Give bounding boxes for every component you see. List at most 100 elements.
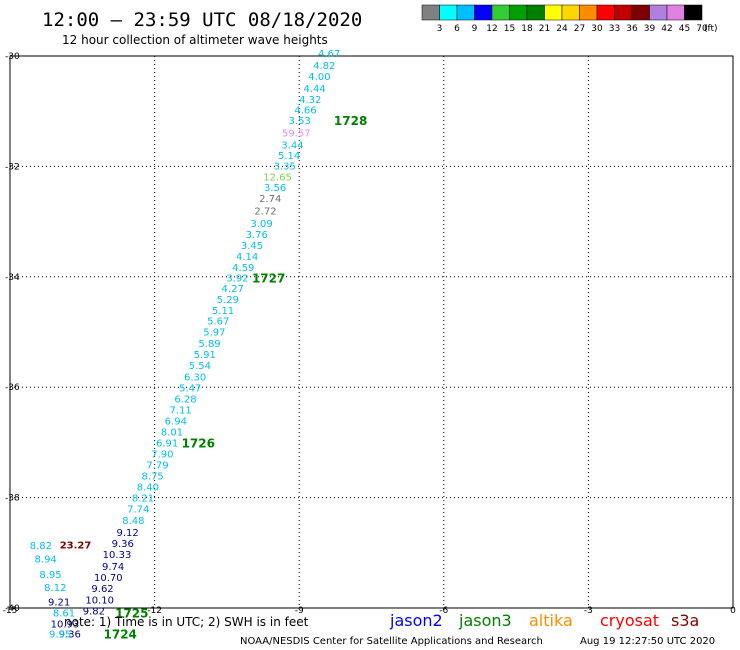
y-tick-label: -38: [5, 494, 20, 504]
data-point: 9.95: [49, 629, 71, 640]
data-point: 7.74: [127, 505, 149, 516]
data-point: 8.12: [44, 583, 66, 594]
legend-bin-label: 70: [696, 24, 708, 34]
color-legend: 3 6 9 12 15 18 21 24 27 30 33 36 39 42 45 70(ft): [421, 4, 718, 34]
x-tick-label: -12: [147, 606, 162, 616]
data-point: 2.74: [259, 194, 281, 205]
data-point: 9.62: [91, 584, 113, 595]
data-point: 8.21: [132, 494, 154, 505]
data-point: 4.27: [222, 284, 244, 295]
data-point: 6.91: [156, 439, 178, 450]
legend-bin-label: 27: [574, 24, 585, 34]
data-point: 8.95: [39, 570, 61, 581]
data-point: 12.65: [263, 172, 292, 183]
data-point: 6.94: [165, 416, 187, 427]
data-point: 5.97: [203, 328, 225, 339]
satellite-cryosat: cryosat: [600, 611, 659, 630]
data-point: 9.82: [83, 606, 105, 617]
data-point: 8.61: [53, 609, 75, 620]
legend-bin-label: 33: [609, 24, 620, 34]
data-point: 3.45: [241, 241, 263, 252]
data-point: 8.01: [161, 427, 183, 438]
data-point: 4.00: [308, 72, 330, 83]
data-point: 6.30: [184, 372, 206, 383]
data-point: 3.35: [274, 161, 296, 172]
data-point: 8.40: [137, 483, 159, 494]
legend-swatch: [561, 4, 580, 21]
y-tick-label: -30: [5, 52, 20, 62]
data-point: 3.92: [226, 273, 248, 284]
legend-swatch: [649, 4, 668, 21]
legend-bin-label: 18: [521, 24, 533, 34]
data-point: 3.44: [281, 140, 303, 151]
plot-frame: [9, 55, 734, 609]
chart-subtitle: 12 hour collection of altimeter wave hei…: [62, 33, 328, 47]
x-tick-label: -9: [295, 606, 304, 616]
data-point: 9.36: [59, 629, 81, 640]
data-point: 9.12: [116, 528, 138, 539]
chart-title: 12:00 – 23:59 UTC 08/18/2020: [42, 9, 362, 31]
legend-bin-label: 30: [591, 24, 603, 34]
y-tick-label: -40: [5, 604, 20, 614]
data-point: 8.48: [122, 516, 144, 527]
axis-ticks: -15 -12 -9 -6 -3 0-30-32-34-36-38-40: [3, 52, 736, 616]
data-point: 7.11: [169, 405, 191, 416]
pass-labels: 1728 1727 1726 1725 1724: [104, 114, 368, 641]
legend-bin-label: 9: [472, 24, 478, 34]
data-point: 5.54: [189, 361, 211, 372]
pass-label: 1725: [115, 607, 148, 621]
legend-swatch: [544, 4, 563, 21]
satellite-jason3: jason3: [458, 611, 512, 630]
data-point: 9.21: [48, 597, 70, 608]
data-point: 4.32: [299, 95, 321, 106]
pass-label: 1726: [182, 437, 215, 451]
data-point: 5.89: [198, 339, 220, 350]
x-tick-label: -6: [439, 606, 448, 616]
data-point: 59.57: [282, 128, 311, 139]
legend-swatch: [474, 4, 493, 21]
data-point: 5.47: [179, 383, 201, 394]
data-point: 9.74: [102, 562, 124, 573]
pass-label: 1724: [104, 627, 137, 641]
legend-swatch: [439, 4, 458, 21]
pass-label: 1727: [252, 271, 285, 285]
data-point: 4.66: [294, 106, 316, 117]
legend-bin-label: 42: [661, 24, 672, 34]
legend-swatch: [456, 4, 475, 21]
data-point: 10.10: [85, 595, 114, 606]
legend-bin-label: 24: [556, 24, 568, 34]
legend-unit: (ft): [704, 24, 718, 34]
pass-label: 1728: [334, 114, 367, 128]
data-point: 8.94: [35, 554, 57, 565]
y-tick-label: -34: [5, 273, 20, 283]
legend-swatch: [421, 4, 440, 21]
plot-grid: [10, 56, 733, 608]
data-point: 6.28: [174, 394, 196, 405]
legend-swatch: [666, 4, 685, 21]
legend-swatch: [526, 4, 545, 21]
y-tick-label: -32: [5, 162, 20, 172]
legend-bin-label: 45: [679, 24, 690, 34]
data-point: 5.11: [212, 306, 234, 317]
data-point: 10.93: [51, 620, 80, 631]
legend-bin-label: 6: [454, 24, 460, 34]
data-point: 5.67: [207, 317, 229, 328]
data-point: 3.76: [246, 230, 268, 241]
data-point: 2.72: [254, 207, 276, 218]
data-point: 3.53: [289, 116, 311, 127]
data-point: 23.27: [60, 541, 92, 552]
data-point: 5.29: [217, 295, 239, 306]
legend-swatch: [491, 4, 510, 21]
data-point: 7.90: [151, 450, 173, 461]
data-point: 5.91: [194, 350, 216, 361]
data-point: 10.70: [94, 573, 123, 584]
legend-bin-label: 12: [486, 24, 497, 34]
y-tick-label: -36: [5, 383, 20, 393]
data-point: 7.79: [146, 461, 168, 472]
data-point: 10.33: [103, 550, 132, 561]
wave-height-points: 4.674.824.004.444.324.663.5359.573.445.1…: [30, 49, 341, 641]
legend-swatch: [614, 4, 633, 21]
x-tick-label: 0: [730, 606, 736, 616]
data-point: 4.67: [318, 49, 340, 60]
data-point: 8.82: [30, 541, 52, 552]
